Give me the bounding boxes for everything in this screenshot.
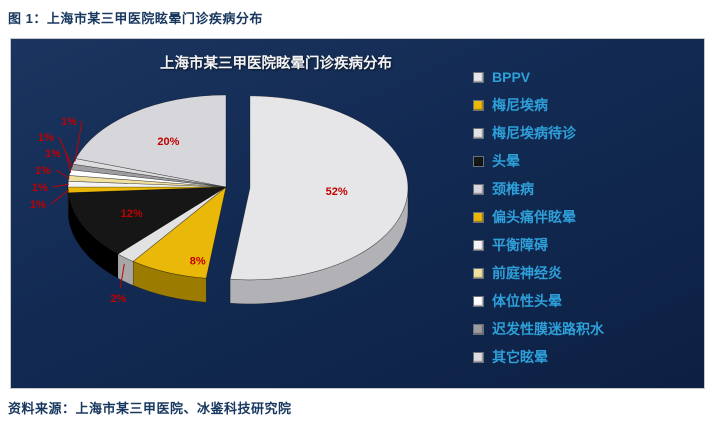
- pct-label: 1%: [35, 165, 51, 177]
- legend-label: 其它眩晕: [492, 349, 548, 365]
- chart-legend: BPPV 梅尼埃病梅尼埃病待诊 头晕颈椎病偏头痛伴眩晕 平衡障碍前庭神经炎体位性头晕迟…: [473, 63, 604, 371]
- legend-swatch: [473, 295, 484, 307]
- source-note: 资料来源：上海市某三甲医院、冰鉴科技研究院: [8, 401, 292, 416]
- legend-label: 迟发性膜迷路积水: [492, 321, 604, 337]
- pie-chart: 52% 8% 2% 12% 1% 1% 1% 1% 1% 1% 20%: [30, 94, 409, 305]
- legend-item: 颈椎病: [473, 175, 604, 203]
- legend-swatch: [473, 323, 484, 335]
- legend-item: 梅尼埃病: [473, 91, 604, 119]
- legend-item: 平衡障碍: [473, 231, 604, 259]
- figure-caption: 图 1：上海市某三甲医院眩晕门诊疾病分布: [8, 11, 263, 26]
- legend-swatch: [473, 351, 484, 363]
- pie-slice: [75, 94, 227, 188]
- chart-panel: 52% 8% 2% 12% 1% 1% 1% 1% 1% 1% 20% 上海市某三甲医院眩晕门诊疾病…: [10, 38, 705, 389]
- pct-label: 1%: [45, 148, 61, 160]
- pct-label: 1%: [30, 199, 46, 211]
- legend-swatch: [473, 211, 484, 223]
- legend-swatch: [473, 239, 484, 251]
- legend-swatch: [473, 71, 484, 83]
- legend-label: 偏头痛伴眩晕: [492, 209, 576, 225]
- legend-label: 梅尼埃病待诊: [492, 125, 576, 141]
- legend-swatch: [473, 155, 484, 167]
- legend-item: 偏头痛伴眩晕: [473, 203, 604, 231]
- leader-line: [55, 169, 70, 179]
- pct-label: 1%: [61, 116, 77, 128]
- pct-label: 2%: [110, 293, 126, 305]
- pie-slice: [67, 186, 228, 255]
- legend-item: 梅尼埃病待诊: [473, 119, 604, 147]
- chart-title: 上海市某三甲医院眩晕门诊疾病分布: [160, 56, 392, 72]
- legend-label: 头晕: [492, 153, 520, 169]
- pct-label: 12%: [121, 208, 143, 220]
- pct-label: 1%: [38, 132, 54, 144]
- leader-line: [58, 136, 74, 168]
- legend-item: 其它眩晕: [473, 343, 604, 371]
- legend-item: 体位性头晕: [473, 287, 604, 315]
- pie-slice: [229, 95, 409, 281]
- legend-label: 前庭神经炎: [492, 265, 562, 281]
- legend-label: 平衡障碍: [492, 237, 548, 253]
- legend-swatch: [473, 183, 484, 195]
- pct-label: 8%: [190, 256, 206, 268]
- legend-label: BPPV: [492, 69, 531, 85]
- legend-item: 迟发性膜迷路积水: [473, 315, 604, 343]
- legend-swatch: [473, 99, 484, 111]
- leader-line: [74, 120, 83, 162]
- legend-swatch: [473, 267, 484, 279]
- pct-label: 1%: [32, 182, 48, 194]
- leader-line: [65, 152, 72, 173]
- legend-label: 体位性头晕: [492, 293, 562, 309]
- legend-label: 梅尼埃病: [492, 97, 548, 113]
- leader-line: [50, 189, 70, 205]
- legend-item: 前庭神经炎: [473, 259, 604, 287]
- legend-label: 颈椎病: [492, 181, 534, 197]
- pct-label: 52%: [326, 186, 348, 198]
- leader-line: [52, 183, 69, 188]
- leader-line: [119, 263, 125, 288]
- pct-label: 20%: [157, 136, 179, 148]
- legend-item: 头晕: [473, 147, 604, 175]
- legend-item: BPPV: [473, 63, 604, 91]
- legend-swatch: [473, 127, 484, 139]
